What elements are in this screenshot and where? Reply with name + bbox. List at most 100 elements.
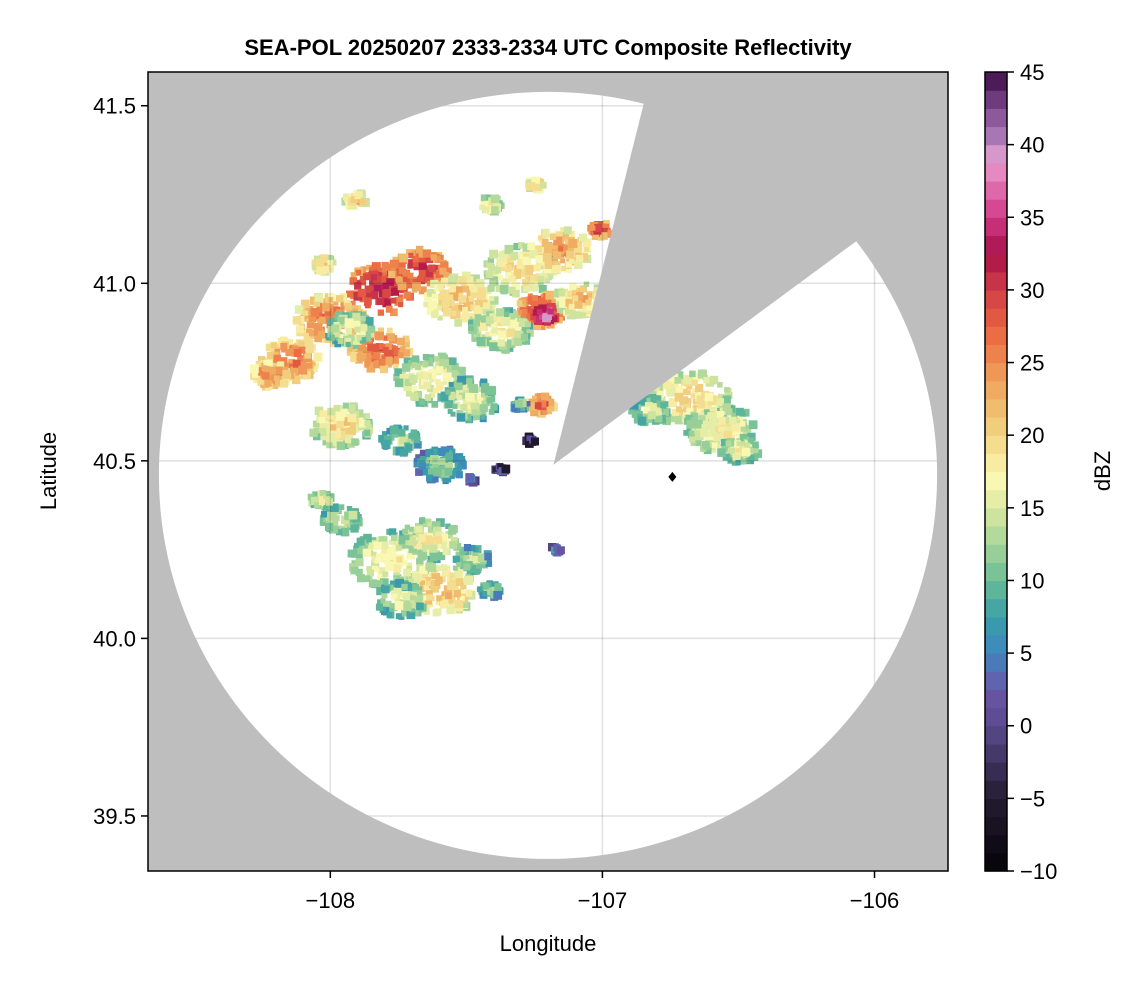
echo-pixel: [368, 579, 377, 588]
echo-pixel: [718, 393, 726, 402]
echo-pixel: [566, 250, 575, 259]
echo-pixel: [381, 585, 390, 594]
echo-pixel: [408, 252, 414, 258]
echo-pixel: [387, 608, 395, 615]
echo-pixel: [359, 198, 367, 205]
echo-pixel: [662, 381, 671, 390]
echo-pixel: [708, 419, 718, 428]
echo-pixel: [415, 468, 423, 476]
echo-pixel: [344, 302, 352, 311]
echo-pixel: [413, 590, 423, 599]
echo-pixel: [422, 595, 428, 601]
echo-pixel: [403, 383, 412, 392]
echo-pixel: [310, 360, 316, 366]
echo-pixel: [408, 526, 414, 532]
echo-pixel: [419, 449, 427, 457]
echo-pixel: [458, 304, 465, 312]
echo-pixel: [347, 549, 356, 558]
echo-pixel: [423, 381, 431, 389]
echo-pixel: [431, 310, 439, 319]
echo-pixel: [504, 244, 514, 254]
echo-pixel: [412, 256, 419, 263]
echo-pixel: [430, 373, 437, 379]
echo-pixel: [401, 339, 410, 348]
colorbar-band: [985, 762, 1007, 781]
echo-pixel: [264, 379, 272, 387]
echo-pixel: [633, 410, 640, 418]
echo-pixel: [356, 335, 362, 341]
echo-pixel: [407, 536, 417, 546]
echo-pixel: [462, 285, 470, 293]
echo-pixel: [258, 356, 265, 363]
echo-pixel: [468, 325, 474, 331]
echo-pixel: [582, 239, 591, 248]
echo-pixel: [359, 278, 367, 286]
echo-pixel: [324, 309, 332, 316]
echo-pixel: [257, 378, 264, 385]
echo-pixel: [489, 342, 499, 352]
echo-pixel: [736, 445, 745, 455]
echo-pixel: [436, 383, 444, 391]
echo-pixel: [435, 599, 442, 606]
echo-pixel: [409, 386, 418, 395]
echo-pixel: [575, 251, 581, 258]
echo-pixel: [549, 233, 557, 240]
echo-pixel: [340, 515, 350, 525]
echo-pixel: [318, 416, 326, 424]
echo-pixel: [351, 560, 357, 566]
colorbar-band: [985, 598, 1007, 618]
echo-pixel: [692, 404, 701, 413]
echo-pixel: [545, 402, 555, 411]
colorbar-band: [985, 689, 1007, 709]
echo-pixel: [505, 264, 513, 271]
echo-pixel: [347, 404, 356, 413]
echo-pixel: [716, 411, 724, 419]
echo-pixel: [747, 437, 755, 445]
echo-pixel: [686, 420, 695, 429]
echo-pixel: [744, 425, 752, 433]
echo-pixel: [583, 281, 590, 287]
echo-pixel: [440, 564, 448, 571]
echo-pixel: [530, 408, 538, 416]
echo-pixel: [563, 226, 572, 235]
echo-pixel: [315, 323, 323, 331]
echo-pixel: [650, 403, 657, 410]
echo-pixel: [557, 546, 565, 555]
echo-pixel: [449, 357, 457, 365]
echo-pixel: [660, 402, 667, 409]
echo-pixel: [312, 420, 320, 428]
echo-pixel: [319, 316, 326, 324]
echo-pixel: [376, 587, 385, 596]
echo-pixel: [418, 383, 425, 390]
echo-pixel: [565, 309, 571, 315]
echo-pixel: [431, 573, 438, 579]
echo-pixel: [265, 343, 274, 352]
echo-pixel: [359, 420, 367, 428]
echo-pixel: [731, 458, 739, 466]
echo-pixel: [315, 258, 324, 267]
echo-pixel: [298, 340, 305, 348]
echo-pixel: [367, 569, 374, 577]
echo-pixel: [319, 335, 328, 343]
echo-pixel: [485, 585, 495, 595]
echo-pixel: [435, 378, 441, 385]
echo-pixel: [442, 568, 451, 577]
echo-pixel: [382, 571, 389, 578]
colorbar-band: [985, 417, 1007, 436]
echo-pixel: [537, 235, 544, 241]
echo-pixel: [483, 207, 490, 213]
echo-pixel: [308, 329, 316, 337]
echo-pixel: [509, 275, 516, 282]
plot-frame: [147, 71, 949, 872]
echo-pixel: [575, 254, 584, 263]
echo-pixel: [418, 275, 425, 282]
echo-pixel: [474, 314, 482, 321]
echo-pixel: [650, 395, 659, 404]
echo-pixel: [384, 435, 392, 444]
echo-pixel: [430, 279, 439, 289]
echo-pixel: [302, 370, 311, 380]
echo-pixel: [740, 433, 748, 442]
echo-pixel: [275, 379, 281, 385]
echo-pixel: [701, 441, 710, 449]
